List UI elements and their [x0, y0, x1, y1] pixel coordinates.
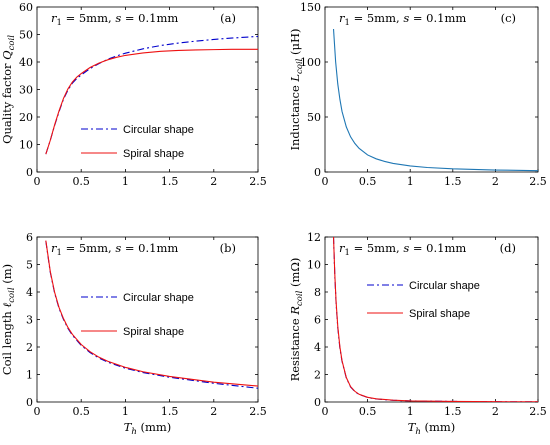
x-axis-label: Th (mm) [408, 420, 456, 437]
y-tick-label: 2 [26, 341, 33, 354]
parameter-annotation: r1 = 5mm, s = 0.1mm [51, 241, 178, 258]
y-tick-label: 100 [300, 56, 321, 69]
x-tick-label: 1 [407, 405, 414, 418]
x-tick-label: 2.5 [529, 405, 547, 418]
legend-label: Circular shape [123, 292, 194, 304]
y-tick-label: 4 [314, 341, 321, 354]
x-tick-label: 2.5 [249, 175, 267, 188]
panel-a: 0 0.5 1 1.5 2 2.5 0 10 20 30 40 50 60 r1 = 5mm, s = 0… [0, 1, 267, 188]
y-tick-label: 8 [314, 286, 321, 299]
series-line-0 [45, 241, 258, 389]
series-group [45, 240, 258, 389]
x-axis-label: Th (mm) [124, 420, 172, 437]
x-tick-label: 0 [34, 405, 41, 418]
y-tick-label: 0 [314, 396, 321, 409]
y-tick-label: 50 [19, 29, 33, 42]
y-tick-label: 10 [19, 139, 33, 152]
x-tick-label: 1.5 [161, 405, 179, 418]
x-tick-label: 2 [210, 175, 217, 188]
y-tick-label: 150 [300, 1, 321, 14]
x-tick-label: 2 [210, 405, 217, 418]
legend-label: Circular shape [123, 124, 194, 136]
panel-c: 0 0.5 1 1.5 2 2.5 0 50 100 150 r1 = 5mm, s = 0.1mm… [288, 1, 547, 188]
y-tick-label: 3 [26, 314, 33, 327]
series-group [332, 237, 538, 402]
series-line-0 [45, 35, 258, 155]
x-tick-label: 1.5 [161, 175, 179, 188]
y-tick-label: 60 [19, 1, 33, 14]
x-tick-label: 0 [322, 405, 329, 418]
x-tick-label: 1 [122, 405, 129, 418]
y-axis-label: Resistance Rcoil (mΩ) [288, 258, 305, 382]
x-tick-label: 1 [122, 175, 129, 188]
x-tick-label: 0.5 [72, 175, 90, 188]
y-tick-label: 20 [19, 111, 33, 124]
legend-label: Circular shape [409, 280, 480, 292]
legend-label: Spiral shape [123, 148, 184, 160]
y-tick-label: 30 [19, 84, 33, 97]
y-tick-label: 40 [19, 56, 33, 69]
x-tick-label: 0.5 [72, 405, 90, 418]
y-tick-label: 6 [314, 314, 321, 327]
parameter-annotation: r1 = 5mm, s = 0.1mm [339, 241, 466, 258]
y-tick-label: 0 [314, 166, 321, 179]
parameter-annotation: r1 = 5mm, s = 0.1mm [339, 11, 466, 28]
y-tick-label: 6 [26, 231, 33, 244]
y-axis-label: Inductance Lcoil (μH) [288, 28, 305, 150]
legend-label: Spiral shape [409, 308, 470, 320]
series-group [332, 28, 538, 172]
y-tick-label: 0 [26, 166, 33, 179]
x-tick-label: 0.5 [359, 175, 377, 188]
panel-b: 0 0.5 1 1.5 2 2.5 0 1 2 3 4 5 6 r1 = 5mm, s = 0.1mm (b… [0, 231, 267, 437]
x-tick-label: 2.5 [529, 175, 547, 188]
plot-frame [324, 6, 539, 173]
series-line-1 [332, 237, 538, 402]
x-tick-label: 2 [492, 405, 499, 418]
panel-label: (b) [220, 241, 236, 255]
x-tick-label: 0 [322, 175, 329, 188]
panel-label: (c) [501, 11, 516, 25]
series-group [45, 35, 258, 155]
x-tick-label: 1.5 [444, 405, 462, 418]
y-tick-label: 12 [307, 231, 321, 244]
panel-label: (d) [500, 241, 516, 255]
series-line-0 [332, 28, 538, 172]
y-tick-label: 2 [314, 369, 321, 382]
panel-d: 0 0.5 1 1.5 2 2.5 0 2 4 6 8 10 12 r1 = 5mm, s = 0.1mm… [288, 231, 547, 437]
panel-label: (a) [220, 11, 236, 25]
y-tick-label: 0 [26, 396, 33, 409]
y-axis-label: Quality factor Qcoil [0, 35, 17, 144]
x-tick-label: 2.5 [249, 405, 267, 418]
legend-label: Spiral shape [123, 326, 184, 338]
plot-frame [36, 236, 259, 403]
y-tick-label: 4 [26, 286, 33, 299]
x-tick-label: 2 [492, 175, 499, 188]
x-tick-label: 1 [407, 175, 414, 188]
x-tick-label: 0.5 [359, 405, 377, 418]
y-tick-label: 50 [307, 111, 321, 124]
x-tick-label: 1.5 [444, 175, 462, 188]
y-tick-label: 10 [307, 259, 321, 272]
y-axis-label: Coil length ℓcoil (m) [0, 264, 17, 375]
y-tick-label: 1 [26, 369, 33, 382]
x-tick-label: 0 [34, 175, 41, 188]
series-line-1 [45, 240, 258, 387]
y-tick-label: 5 [26, 259, 33, 272]
parameter-annotation: r1 = 5mm, s = 0.1mm [51, 11, 178, 28]
series-line-1 [45, 48, 258, 155]
